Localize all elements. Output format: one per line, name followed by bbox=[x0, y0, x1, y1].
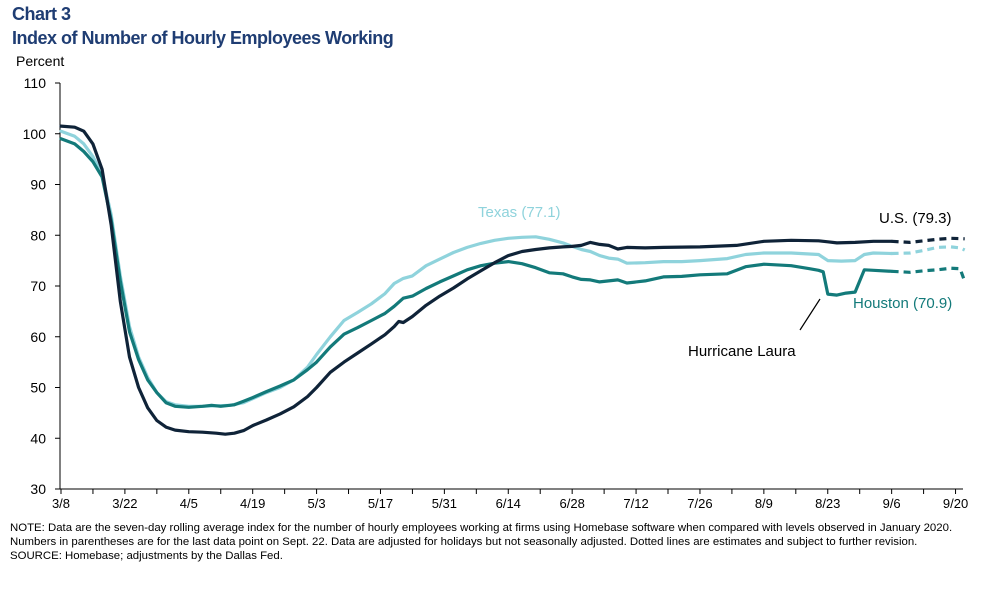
us-series-label: U.S. (79.3) bbox=[879, 210, 952, 227]
hurricane-pointer-line bbox=[799, 298, 821, 331]
chart-number: Chart 3 bbox=[12, 4, 71, 24]
x-tick-label: 5/31 bbox=[432, 496, 457, 511]
chart-footnote: NOTE: Data are the seven-day rolling ave… bbox=[10, 521, 985, 563]
x-tick-label: 4/19 bbox=[240, 496, 265, 511]
x-tick-label: 5/17 bbox=[368, 496, 393, 511]
y-axis-unit-label: Percent bbox=[16, 53, 65, 69]
y-tick-label: 30 bbox=[30, 481, 46, 497]
x-tick-label: 5/3 bbox=[308, 496, 326, 511]
y-tick-label: 70 bbox=[30, 278, 46, 294]
x-tick-label: 8/9 bbox=[755, 496, 773, 511]
chart-series bbox=[59, 124, 967, 436]
houston-series-label: Houston (70.9) bbox=[853, 295, 952, 312]
texas-series-label: Texas (77.1) bbox=[478, 204, 561, 221]
series-estimate-us bbox=[891, 236, 965, 244]
y-tick-label: 40 bbox=[30, 430, 46, 446]
note-text: NOTE: Data are the seven-day rolling ave… bbox=[10, 522, 953, 548]
x-tick-label: 8/23 bbox=[815, 496, 840, 511]
series-line-us bbox=[59, 124, 894, 436]
x-tick-label: 7/12 bbox=[623, 496, 648, 511]
series-line-houston bbox=[59, 137, 894, 409]
x-tick-label: 6/28 bbox=[560, 496, 585, 511]
chart-annotations: Texas (77.1) U.S. (79.3) Houston (70.9) Hur… bbox=[478, 204, 952, 360]
y-tick-label: 90 bbox=[30, 177, 46, 193]
chart-title: Index of Number of Hourly Employees Work… bbox=[12, 28, 394, 48]
x-tick-label: 3/8 bbox=[52, 496, 70, 511]
x-tick-label: 4/5 bbox=[180, 496, 198, 511]
x-tick-label: 6/14 bbox=[496, 496, 521, 511]
source-text: SOURCE: Homebase; adjustments by the Dal… bbox=[10, 550, 283, 562]
series-estimate-texas bbox=[891, 245, 966, 256]
x-tick-label: 7/26 bbox=[687, 496, 712, 511]
x-tick-label: 9/20 bbox=[943, 496, 968, 511]
hurricane-laura-label: Hurricane Laura bbox=[688, 343, 796, 360]
x-tick-label: 3/22 bbox=[112, 496, 137, 511]
y-tick-label: 110 bbox=[24, 75, 47, 91]
series-estimate-houston bbox=[891, 266, 967, 282]
y-tick-label: 60 bbox=[30, 329, 46, 345]
x-tick-label: 9/6 bbox=[883, 496, 901, 511]
y-tick-label: 50 bbox=[30, 380, 46, 396]
chart-axes: 30 40 50 60 70 80 90 100 110 3/8 3/22 4/5 4/19 5/3 5/1… bbox=[23, 75, 969, 511]
y-tick-label: 80 bbox=[30, 227, 46, 243]
series-line-texas bbox=[59, 129, 894, 408]
y-tick-label: 100 bbox=[23, 126, 47, 142]
